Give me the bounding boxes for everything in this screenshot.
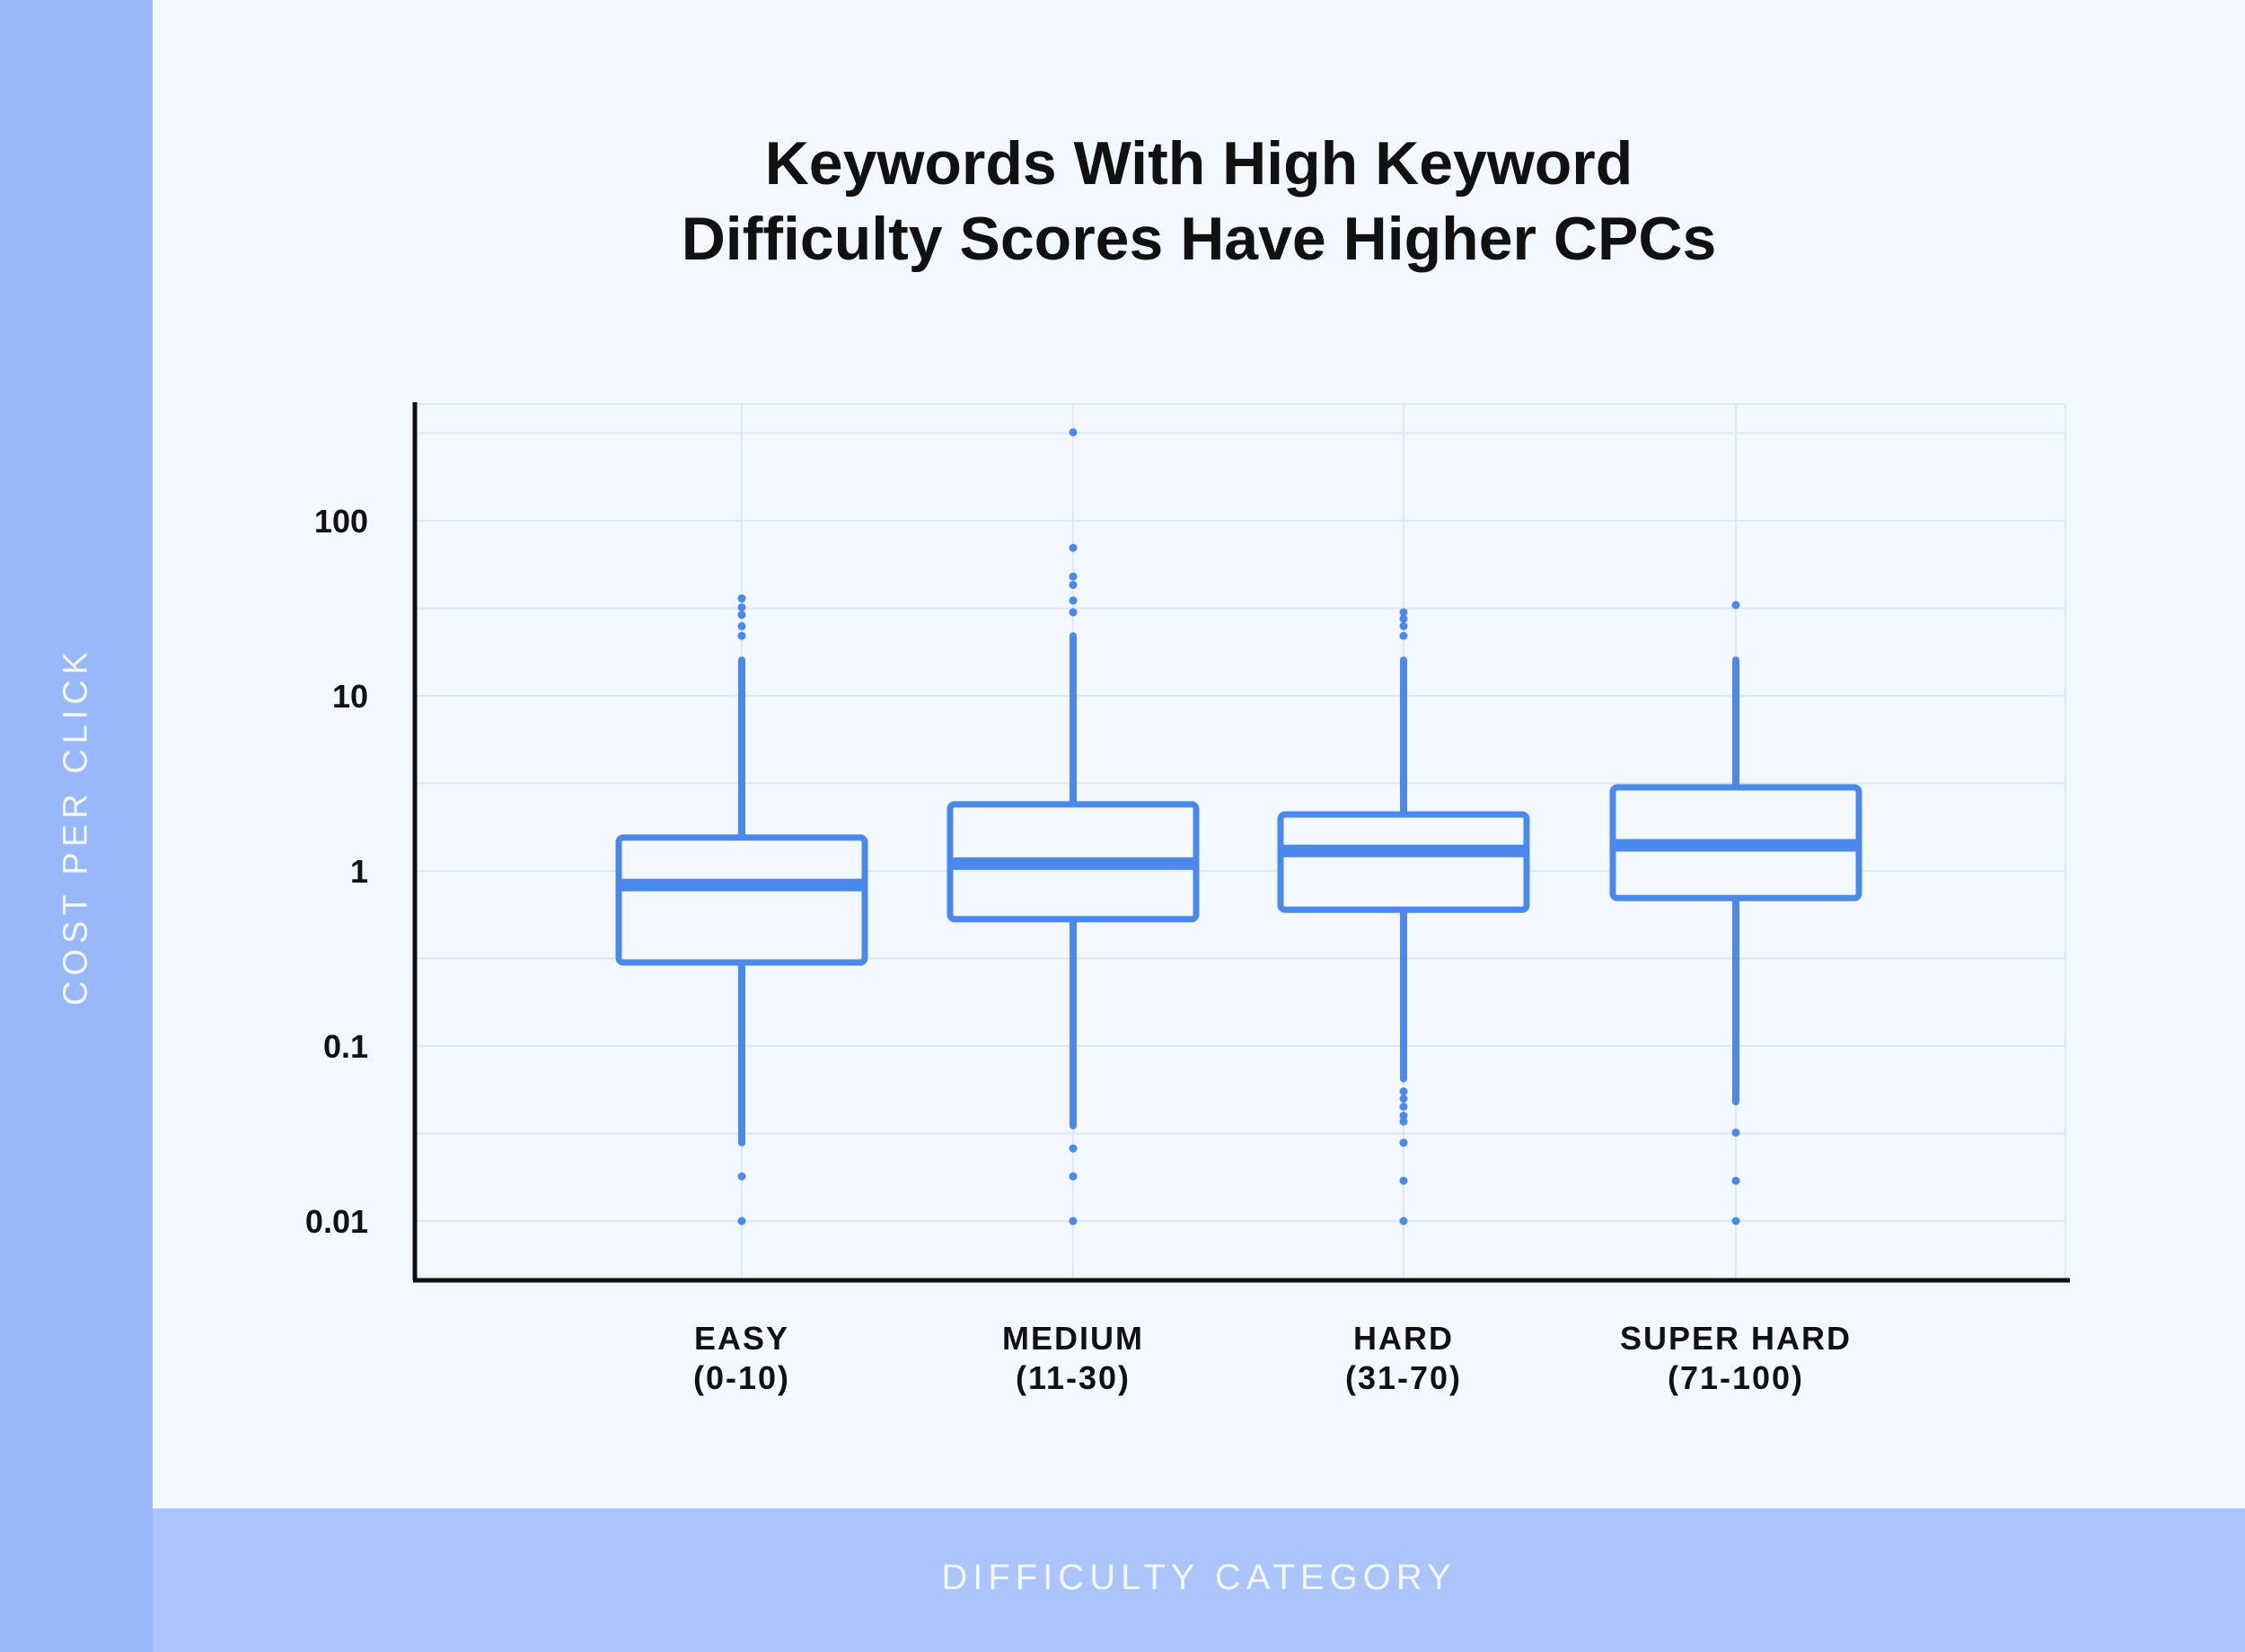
- outlier-point: [1069, 580, 1078, 589]
- outlier-point: [1399, 608, 1408, 617]
- box-group: [1609, 601, 1862, 1226]
- chart-title: Keywords With High Keyword Difficulty Sc…: [153, 126, 2245, 277]
- x-axis-label: DIFFICULTY CATEGORY: [941, 1558, 1457, 1597]
- box: [615, 834, 868, 966]
- outlier-point: [737, 611, 746, 620]
- boxes: [615, 427, 1862, 1226]
- outlier-point: [1069, 1144, 1078, 1153]
- outlier-point: [1399, 621, 1408, 630]
- category-label: (31-70): [1345, 1359, 1462, 1396]
- category-labels: EASY(0-10) MEDIUM(11-30) HARD(31-70) SUPER …: [693, 1320, 1852, 1396]
- box-group: [615, 594, 868, 1226]
- outlier-point: [1399, 631, 1408, 640]
- box-group: [1277, 608, 1530, 1226]
- category-label: (0-10): [693, 1359, 790, 1396]
- y-tick-label: 1: [350, 853, 368, 890]
- outlier-point: [1731, 1176, 1740, 1185]
- outlier-point: [1069, 572, 1078, 581]
- category-label: HARD: [1353, 1320, 1454, 1357]
- outlier-point: [1069, 1217, 1078, 1226]
- left-band: [0, 0, 153, 1652]
- outlier-point: [737, 1217, 746, 1226]
- y-tick-label: 0.01: [305, 1203, 368, 1240]
- outlier-point: [737, 631, 746, 640]
- outlier-point: [1731, 1128, 1740, 1137]
- y-tick-labels: 100 10 1 0.1 0.01: [305, 503, 368, 1240]
- outlier-point: [1069, 608, 1078, 617]
- box-group: [946, 427, 1200, 1226]
- outlier-point: [1399, 1112, 1408, 1120]
- outlier-point: [1399, 1087, 1408, 1096]
- outlier-point: [1731, 1217, 1740, 1226]
- outlier-point: [1399, 1176, 1408, 1185]
- y-tick-label: 100: [314, 503, 368, 540]
- outlier-point: [1399, 614, 1408, 623]
- y-tick-label: 0.1: [323, 1028, 368, 1065]
- outlier-point: [737, 594, 746, 603]
- category-label: SUPER HARD: [1620, 1320, 1852, 1357]
- chart-title-line-1: Keywords With High Keyword: [764, 129, 1633, 198]
- category-label: (71-100): [1668, 1359, 1804, 1396]
- outlier-point: [1399, 1138, 1408, 1147]
- outlier-point: [1069, 1172, 1078, 1181]
- outlier-point: [737, 602, 746, 611]
- bottom-band: [153, 1508, 2245, 1652]
- outlier-point: [1069, 596, 1078, 605]
- y-tick-label: 10: [332, 678, 368, 715]
- outlier-point: [1069, 543, 1078, 552]
- outlier-point: [1399, 1094, 1408, 1103]
- category-label: EASY: [694, 1320, 789, 1357]
- outlier-point: [1069, 427, 1078, 436]
- outlier-point: [1399, 1117, 1408, 1126]
- outlier-point: [737, 621, 746, 630]
- category-label: (11-30): [1016, 1359, 1131, 1396]
- category-label: MEDIUM: [1002, 1320, 1144, 1357]
- box: [1277, 811, 1530, 913]
- outlier-point: [737, 1172, 746, 1181]
- outlier-point: [1399, 1103, 1408, 1112]
- outlier-point: [1399, 1217, 1408, 1226]
- chart-title-line-2: Difficulty Scores Have Higher CPCs: [681, 205, 1717, 273]
- outlier-point: [1731, 601, 1740, 610]
